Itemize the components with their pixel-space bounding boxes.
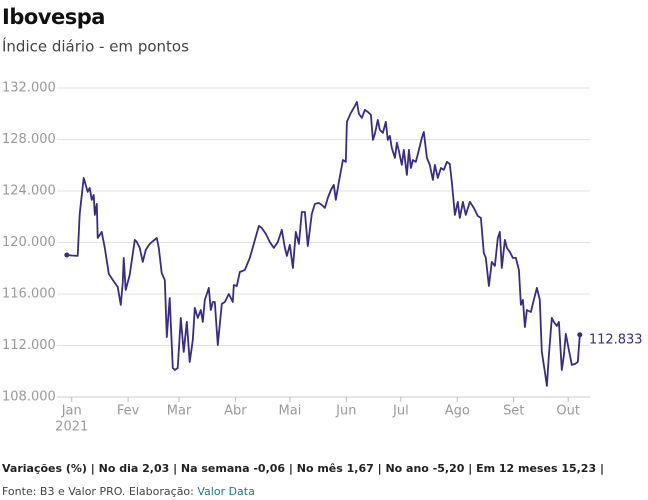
- source-link: Valor Data: [197, 485, 254, 498]
- end-label: 112.833: [589, 332, 643, 347]
- y-tick-label: 128.000: [2, 132, 56, 147]
- y-tick-label: 112.000: [2, 338, 56, 353]
- x-tick-label: Jan: [61, 404, 82, 419]
- x-tick-label: Jun: [335, 404, 356, 419]
- x-tick-label: Mar: [167, 404, 192, 419]
- source: Fonte: B3 e Valor PRO. Elaboração: Valor…: [2, 485, 255, 498]
- y-tick-label: 124.000: [2, 184, 56, 199]
- x-tick-label: Out: [556, 404, 580, 419]
- x-tick-label: Ago: [445, 404, 470, 419]
- start-dot: [64, 252, 70, 258]
- x-tick-label: Set: [503, 404, 524, 419]
- y-tick-label: 120.000: [2, 235, 56, 250]
- y-tick-label: 132.000: [2, 81, 56, 96]
- year-label: 2021: [55, 420, 88, 435]
- chart-subtitle: Índice diário - em pontos: [2, 37, 189, 56]
- x-tick-label: Fev: [117, 404, 140, 419]
- footer: Variações (%) | No dia 2,03 | Na semana …: [2, 462, 604, 475]
- source-text: Fonte: B3 e Valor PRO. Elaboração:: [2, 485, 194, 498]
- end-dot: [577, 332, 583, 338]
- y-tick-label: 108.000: [2, 390, 56, 405]
- line: [66, 101, 581, 387]
- x-tick-label: Jul: [392, 404, 409, 419]
- x-tick-label: Abr: [224, 404, 247, 419]
- chart-title: Ibovespa: [2, 5, 105, 29]
- y-tick-label: 116.000: [2, 287, 56, 302]
- x-tick-label: Mai: [279, 404, 302, 419]
